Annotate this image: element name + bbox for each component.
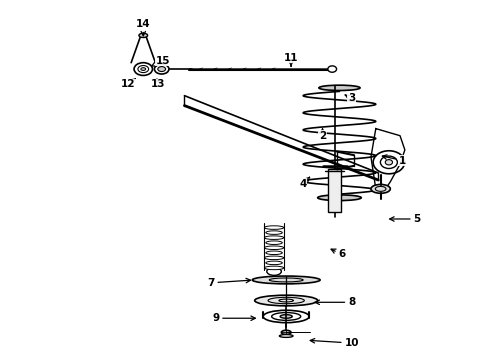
Ellipse shape xyxy=(385,159,392,165)
Ellipse shape xyxy=(158,67,166,72)
Ellipse shape xyxy=(141,68,146,71)
Ellipse shape xyxy=(371,184,391,193)
Bar xyxy=(328,169,342,212)
Ellipse shape xyxy=(265,256,284,260)
Text: 6: 6 xyxy=(331,249,345,260)
Ellipse shape xyxy=(318,195,361,201)
Text: 12: 12 xyxy=(121,79,135,89)
Text: 3: 3 xyxy=(345,94,355,103)
Ellipse shape xyxy=(263,310,309,323)
Text: 14: 14 xyxy=(136,19,150,36)
Text: 13: 13 xyxy=(150,79,165,89)
Ellipse shape xyxy=(328,66,337,72)
Ellipse shape xyxy=(252,276,320,284)
Text: 15: 15 xyxy=(152,56,170,66)
Text: 10: 10 xyxy=(310,338,359,348)
Ellipse shape xyxy=(265,246,284,249)
Text: 4: 4 xyxy=(299,177,310,189)
Ellipse shape xyxy=(266,251,282,255)
Text: 11: 11 xyxy=(284,53,298,66)
Ellipse shape xyxy=(266,231,282,234)
Text: 8: 8 xyxy=(315,297,355,307)
Ellipse shape xyxy=(279,334,293,337)
Ellipse shape xyxy=(154,64,169,74)
Ellipse shape xyxy=(139,33,147,37)
Ellipse shape xyxy=(281,330,291,334)
Text: 2: 2 xyxy=(319,129,326,141)
Ellipse shape xyxy=(280,315,292,318)
Ellipse shape xyxy=(266,241,282,244)
Ellipse shape xyxy=(134,63,152,76)
Ellipse shape xyxy=(265,226,284,229)
Text: 7: 7 xyxy=(207,278,250,288)
Text: 9: 9 xyxy=(212,313,255,323)
Ellipse shape xyxy=(267,267,281,275)
Ellipse shape xyxy=(266,261,282,265)
Text: 5: 5 xyxy=(390,214,420,224)
Ellipse shape xyxy=(255,295,318,306)
Text: 1: 1 xyxy=(382,155,406,166)
Ellipse shape xyxy=(265,236,284,239)
Ellipse shape xyxy=(319,85,360,90)
Ellipse shape xyxy=(265,266,284,270)
